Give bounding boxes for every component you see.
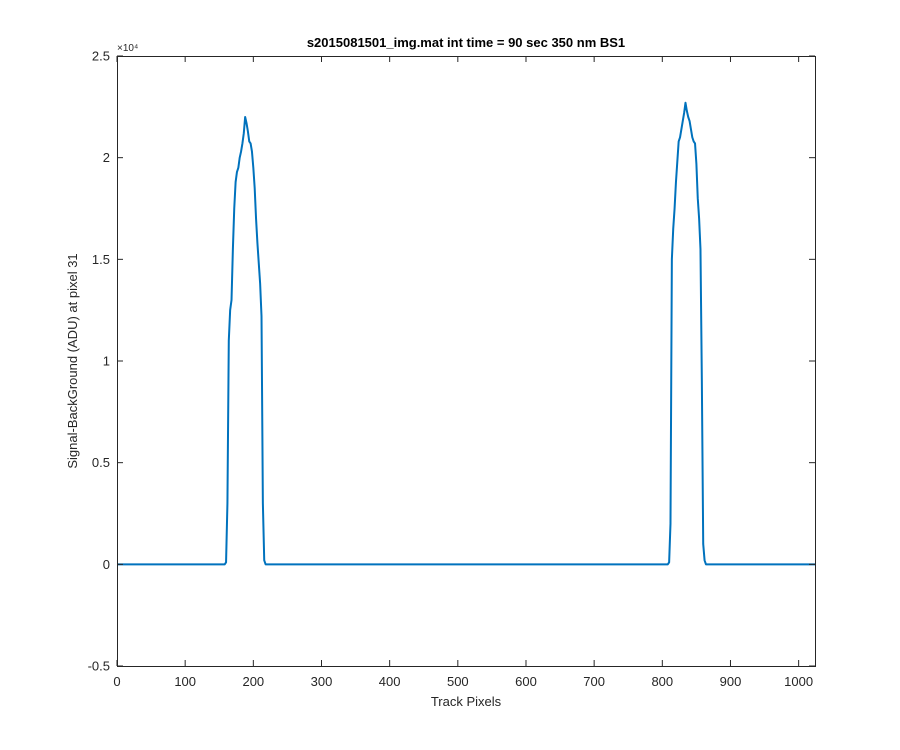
- x-tick-label: 200: [242, 674, 264, 689]
- y-tick-label: 0: [103, 557, 110, 572]
- chart-title: s2015081501_img.mat int time = 90 sec 35…: [307, 35, 625, 50]
- data-layer: [117, 101, 815, 566]
- x-tick-label: 600: [515, 674, 537, 689]
- x-tick-label: 300: [311, 674, 333, 689]
- y-axis-exponent-label: ×10⁴: [117, 43, 138, 54]
- y-tick-label: 0.5: [92, 455, 110, 470]
- y-tick-label: 1.5: [92, 252, 110, 267]
- series-line-0: [117, 101, 815, 566]
- y-tick-label: 2.5: [92, 49, 110, 64]
- x-tick-label: 0: [113, 674, 120, 689]
- y-tick-label: 1: [103, 354, 110, 369]
- y-tick-label: -0.5: [88, 659, 110, 674]
- y-tick-label: 2: [103, 150, 110, 165]
- x-tick-label: 400: [379, 674, 401, 689]
- x-axis-label: Track Pixels: [431, 694, 502, 709]
- x-tick-label: 900: [720, 674, 742, 689]
- x-axis-ticks: 0 100 200 300 400 500 600 700 800 900 1000: [113, 56, 813, 689]
- x-tick-label: 500: [447, 674, 469, 689]
- x-tick-label: 100: [174, 674, 196, 689]
- x-tick-label: 1000: [784, 674, 813, 689]
- plot-area: [117, 56, 815, 666]
- x-tick-label: 700: [583, 674, 605, 689]
- y-axis-label: Signal-BackGround (ADU) at pixel 31: [65, 253, 80, 468]
- y-axis-ticks: -0.5 0 0.5 1 1.5 2 2.5: [88, 49, 815, 674]
- x-tick-label: 800: [651, 674, 673, 689]
